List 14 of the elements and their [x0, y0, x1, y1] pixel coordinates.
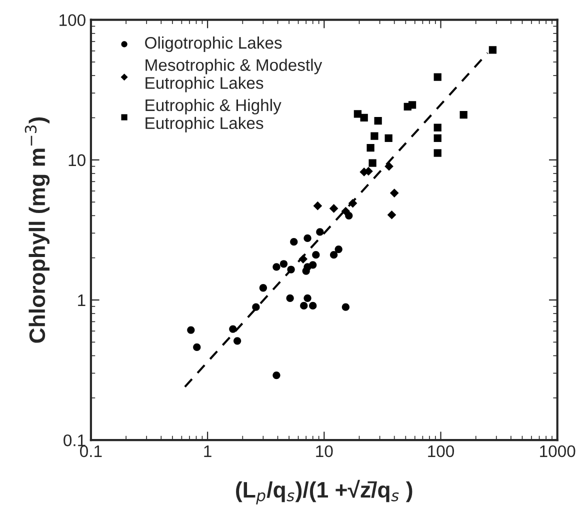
legend-label: Eutrophic & Highly Eutrophic Lakes: [146, 98, 282, 132]
y-tick-label: 0.1: [64, 434, 86, 446]
y-tick-label: 1: [78, 294, 86, 306]
y-tick-label: 10: [68, 154, 86, 166]
x-tick-label: 0.1: [80, 445, 102, 458]
legend-label: Mesotrophic & Modestly Eutrophic Lakes: [146, 58, 322, 92]
x-tick-label: 1000: [540, 445, 576, 458]
legend-label: Oligotrophic Lakes: [145, 36, 282, 52]
y-axis-title: Chlorophyll (mg m$^{−3}$): [24, 117, 50, 343]
x-axis-title: (L$_{p}$/q$_{s}$)/(1 +√z̄/q$_{s}$ ): [236, 480, 412, 504]
x-tick-label: 10: [316, 445, 333, 458]
x-tick-label: 100: [428, 445, 454, 458]
x-tick-label: 1: [204, 446, 212, 457]
y-tick-label: 100: [60, 14, 86, 26]
